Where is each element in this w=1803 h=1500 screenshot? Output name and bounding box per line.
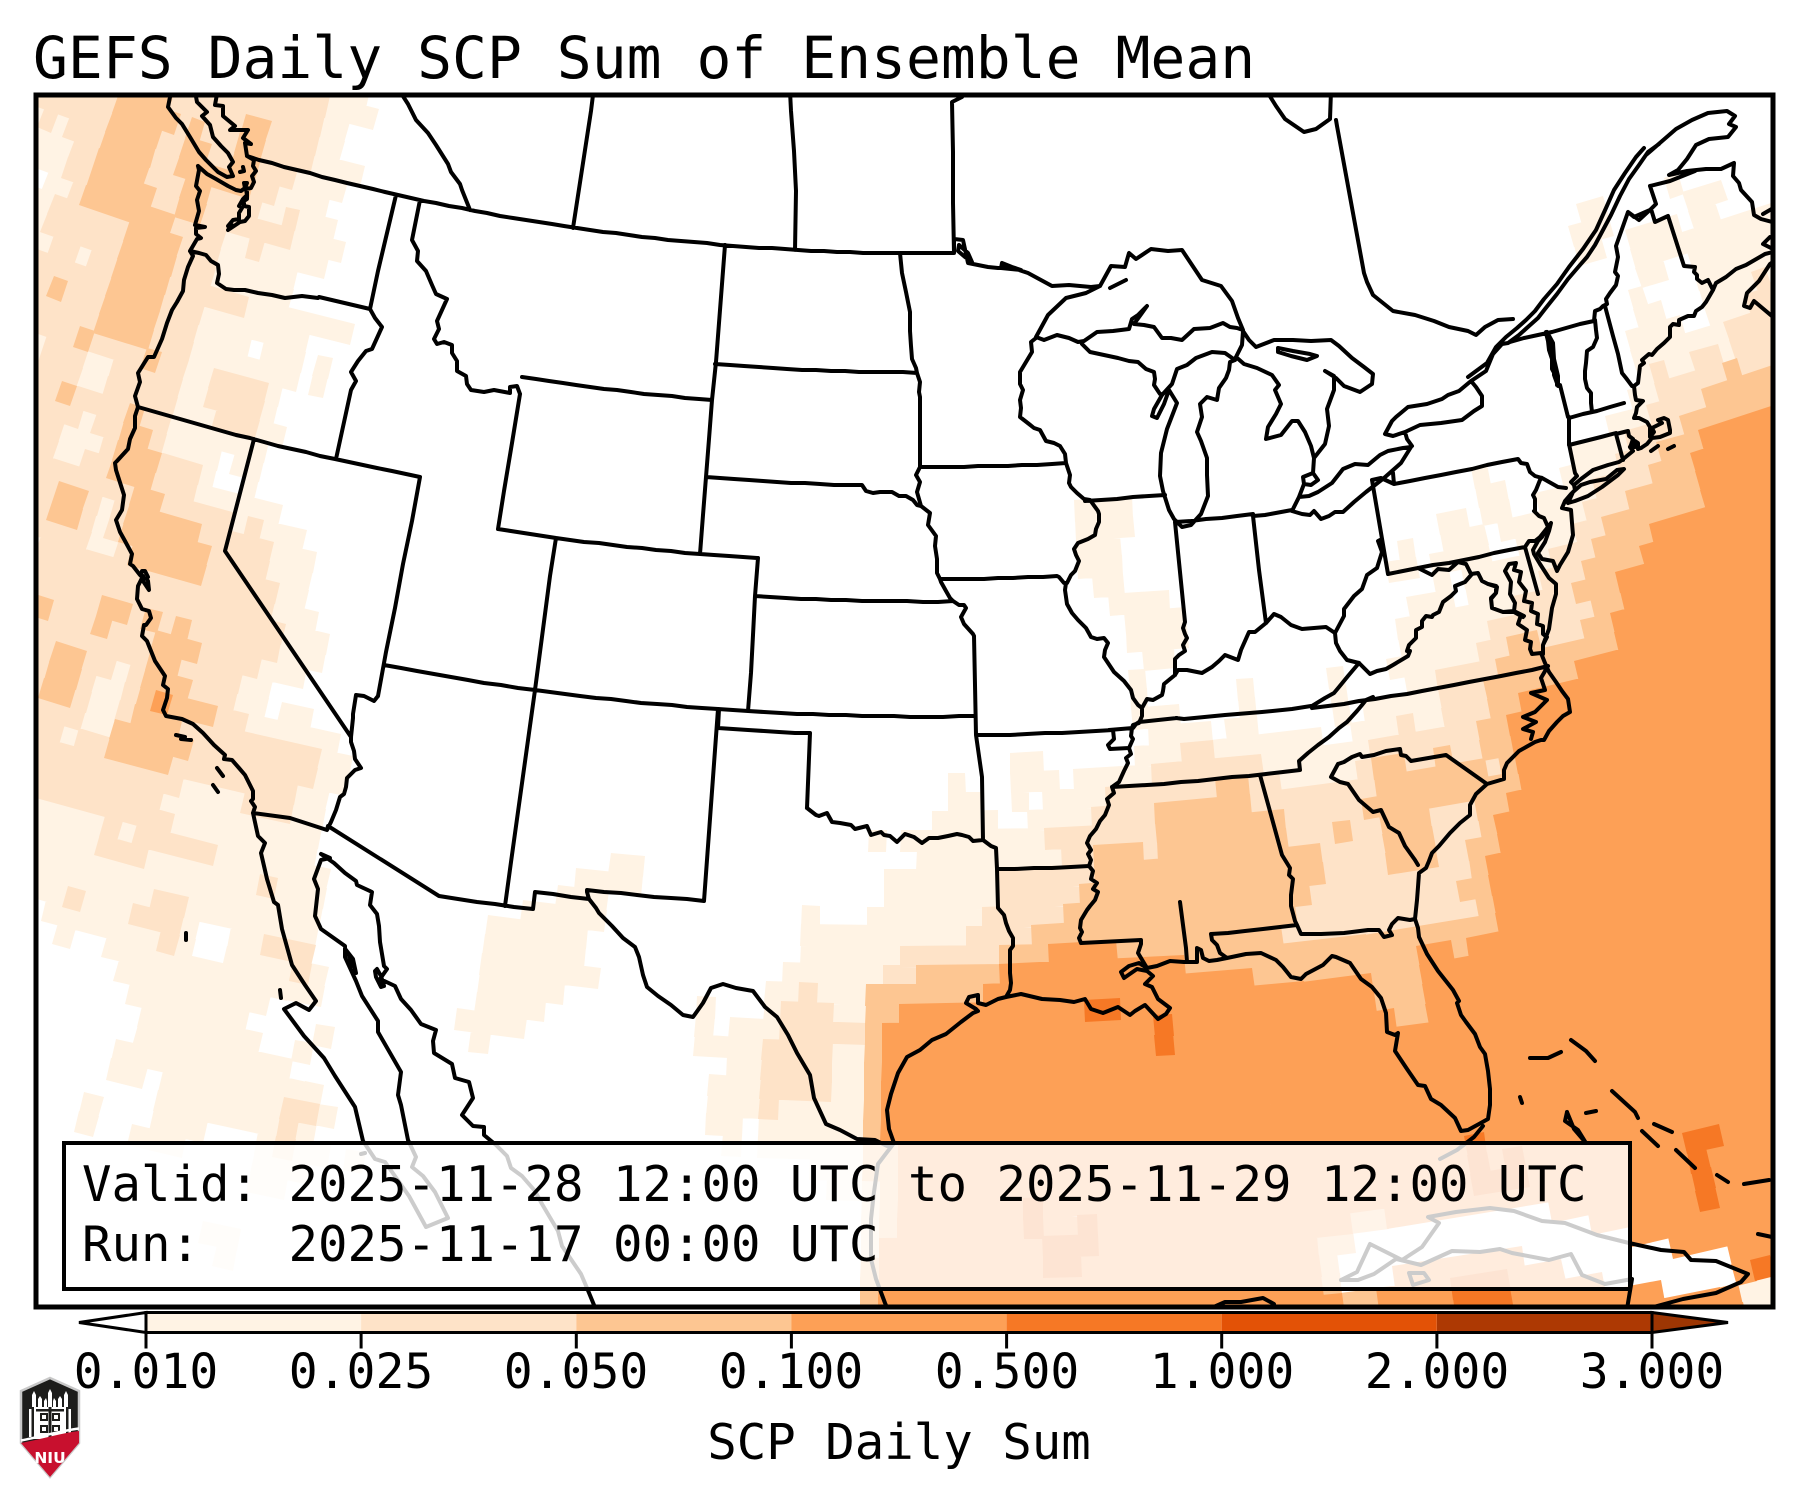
annotation-valid: Valid: 2025-11-28 12:00 UTC to 2025-11-2… — [82, 1156, 1587, 1213]
colorbar-over-arrow — [1650, 1310, 1729, 1335]
niu-logo: NIU — [19, 1376, 81, 1479]
niu-logo-text: NIU — [34, 1449, 65, 1467]
niu-red-banner — [21, 1431, 79, 1477]
colorbar-tick-label: 0.500 — [934, 1344, 1080, 1400]
colorbar-tick-label: 0.010 — [73, 1344, 219, 1400]
colorbar-tick-label: 2.000 — [1364, 1344, 1510, 1400]
niu-castle-icon — [29, 1389, 71, 1439]
colorbar-segment — [146, 1312, 362, 1333]
state-country-boundaries — [113, 95, 1773, 1307]
colorbar-segment — [791, 1312, 1007, 1333]
colorbar-tick-label: 3.000 — [1579, 1344, 1725, 1400]
colorbar-tick-label: 0.100 — [718, 1344, 864, 1400]
colorbar — [78, 1310, 1729, 1349]
heatmap-bin-4 — [150, 405, 1773, 1307]
map-area — [36, 95, 1773, 1307]
colorbar-segment — [576, 1312, 792, 1333]
colorbar-segment — [1221, 1312, 1437, 1333]
colorbar-ticks — [144, 1332, 1654, 1349]
colorbar-tick-label: 0.025 — [288, 1344, 434, 1400]
annotation-box — [62, 1141, 1632, 1291]
colorbar-segment — [361, 1312, 577, 1333]
colorbar-tick-label: 1.000 — [1149, 1344, 1295, 1400]
colorbar-label: SCP Daily Sum — [707, 1414, 1091, 1471]
boundaries-layer — [113, 95, 1773, 1307]
colorbar-tick-label: 0.050 — [503, 1344, 649, 1400]
colorbar-under-arrow — [78, 1310, 148, 1335]
annotation-text: Valid: 2025-11-28 12:00 UTC to 2025-11-2… — [82, 1155, 1587, 1275]
scp-heatmap-layer — [36, 95, 1773, 1307]
colorbar-segment — [1436, 1312, 1653, 1333]
niu-swoosh — [20, 1427, 80, 1442]
map-frame — [33, 92, 1776, 1310]
heatmap-bin-2 — [36, 95, 1773, 1260]
annotation-run: Run: 2025-11-17 00:00 UTC — [82, 1216, 879, 1273]
plot-title: GEFS Daily SCP Sum of Ensemble Mean — [33, 24, 1256, 92]
heatmap-bin-1 — [36, 95, 1773, 1307]
colorbar-segment — [1006, 1312, 1222, 1333]
